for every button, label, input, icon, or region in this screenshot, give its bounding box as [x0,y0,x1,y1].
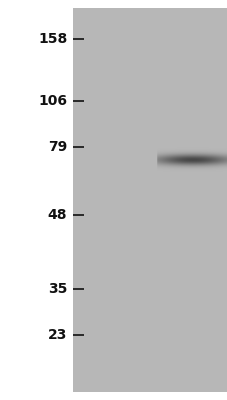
Text: 35: 35 [48,282,67,296]
Text: 158: 158 [38,32,67,46]
Text: 79: 79 [48,140,67,154]
Text: 48: 48 [47,208,67,222]
Bar [144,8,156,392]
Text: 106: 106 [38,94,67,108]
Bar [73,8,144,392]
Bar [156,8,227,392]
Text: 23: 23 [48,328,67,342]
